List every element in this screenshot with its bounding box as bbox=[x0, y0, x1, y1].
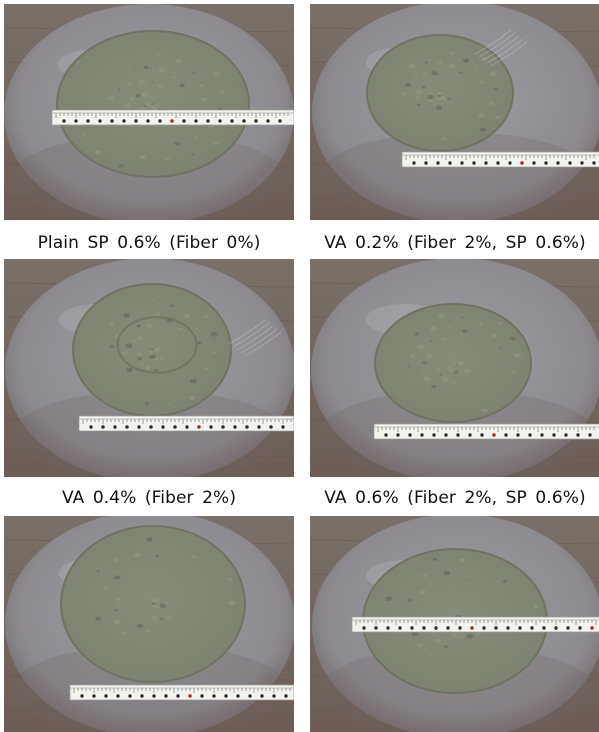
photo-va-0-2 bbox=[310, 4, 599, 220]
photo-bottom-right bbox=[310, 516, 599, 732]
caption-plain-sp: Plain SP 0.6% (Fiber 0%) bbox=[37, 233, 261, 253]
photo-svg bbox=[310, 516, 599, 732]
photo-bottom-left bbox=[4, 516, 294, 732]
photo-svg bbox=[4, 4, 294, 220]
photo-va-0-4 bbox=[4, 259, 294, 477]
photo-svg bbox=[310, 4, 599, 220]
photo-svg bbox=[310, 259, 599, 477]
caption-va-0-4: VA 0.4% (Fiber 2%) bbox=[61, 488, 237, 508]
photo-svg bbox=[4, 516, 294, 732]
photo-plain-sp bbox=[4, 4, 294, 220]
photo-va-0-6 bbox=[310, 259, 599, 477]
caption-va-0-6: VA 0.6% (Fiber 2%, SP 0.6%) bbox=[324, 488, 586, 508]
photo-svg bbox=[4, 259, 294, 477]
caption-va-0-2: VA 0.2% (Fiber 2%, SP 0.6%) bbox=[324, 233, 586, 253]
